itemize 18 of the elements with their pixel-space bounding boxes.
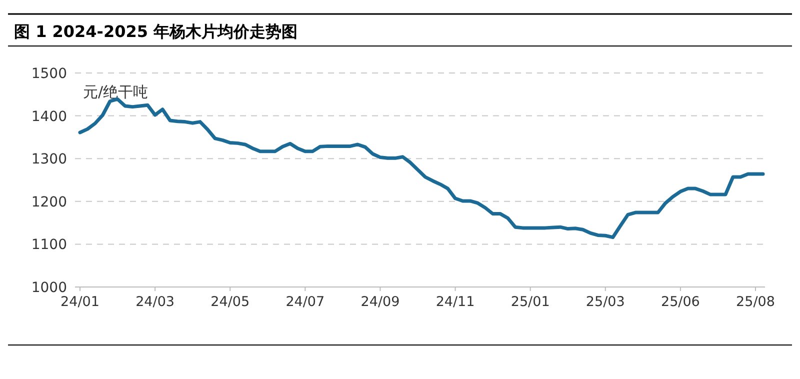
xtick: 24/03 [136, 294, 174, 310]
ytick: 1300 [31, 152, 67, 168]
ytick: 1500 [31, 66, 67, 82]
xtick: 24/09 [360, 294, 400, 310]
ytick: 1400 [31, 108, 67, 125]
xtick: 24/01 [60, 294, 100, 310]
xtick: 25/06 [660, 294, 700, 310]
ytick: 1100 [31, 237, 67, 254]
ytick: 1000 [31, 280, 67, 296]
xtick: 25/08 [736, 294, 775, 310]
xtick: 25/01 [510, 294, 550, 310]
ytick: 1200 [31, 194, 67, 210]
xtick: 24/11 [436, 294, 475, 310]
xtick: 24/07 [286, 294, 325, 310]
xtick: 25/03 [586, 294, 625, 310]
xtick: 24/05 [210, 294, 250, 310]
title: 图 1 2024-2025 年杨木片均价走势图 [14, 22, 298, 41]
ylabel: 元/绝干吨 [83, 83, 148, 101]
